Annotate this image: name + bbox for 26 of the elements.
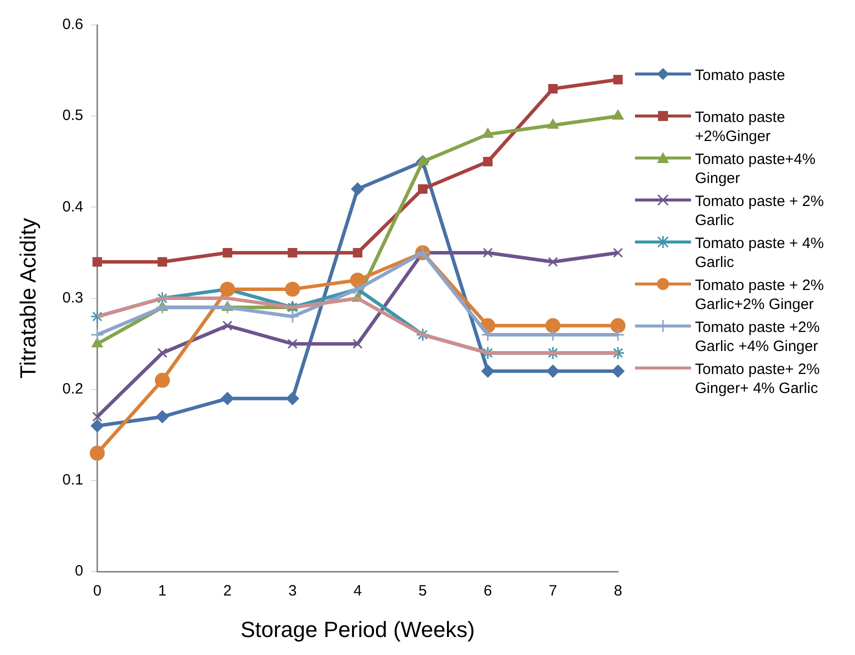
x-tick-label: 2: [223, 582, 232, 600]
legend-label: Tomato paste + 2% Garlic: [695, 192, 825, 230]
x-tick-label: 8: [614, 582, 622, 600]
y-tick-label: 0.4: [62, 198, 84, 216]
x-axis-title: Storage Period (Weeks): [240, 616, 475, 642]
legend-label: Tomato paste + 2% Garlic+2% Ginger: [695, 276, 825, 314]
legend-label: Tomato paste +2% Garlic +4% Ginger: [695, 318, 821, 356]
legend-label: Tomato paste+4% Ginger: [695, 150, 816, 188]
legend-label: Tomato paste+ 2% Ginger+ 4% Garlic: [695, 360, 821, 398]
y-tick-label: 0.2: [62, 380, 84, 398]
y-tick-label: 0.5: [62, 107, 84, 124]
legend-label: Tomato paste + 4% Garlic: [695, 234, 825, 272]
y-axis-title: Titratable Acidity: [15, 218, 40, 379]
x-tick-label: 5: [418, 582, 427, 600]
x-tick-label: 6: [484, 582, 492, 600]
y-tick-label: 0.1: [62, 472, 84, 489]
legend-label: Tomato paste: [695, 66, 786, 85]
y-tick-label: 0.6: [62, 16, 84, 34]
x-tick-label: 1: [158, 582, 167, 600]
x-tick-label: 7: [548, 582, 558, 600]
y-tick-label: 0.3: [62, 289, 84, 306]
x-tick-label: 0: [93, 582, 102, 600]
legend-label: Tomato paste +2%Ginger: [695, 108, 786, 146]
x-tick-label: 3: [288, 582, 297, 600]
y-tick-label: 0: [74, 562, 84, 580]
x-tick-label: 4: [353, 582, 362, 600]
